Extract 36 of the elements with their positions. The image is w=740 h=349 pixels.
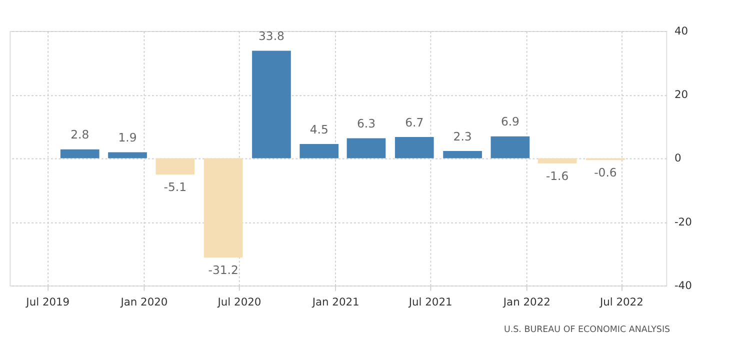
x-tick-label: Jul 2021 xyxy=(408,295,452,308)
bar xyxy=(490,136,530,158)
bar xyxy=(204,158,243,258)
x-tick-label: Jul 2022 xyxy=(598,295,644,308)
bar xyxy=(394,136,434,158)
data-label: 6.9 xyxy=(500,114,520,129)
data-label: -31.2 xyxy=(208,263,238,278)
data-label: 2.3 xyxy=(453,129,472,144)
y-tick-label: 40 xyxy=(674,24,688,38)
x-tick-label: Jul 2020 xyxy=(216,295,262,308)
bar xyxy=(252,50,291,158)
data-label: 2.8 xyxy=(70,128,90,142)
data-label: 1.9 xyxy=(118,130,137,145)
x-tick-label: Jan 2020 xyxy=(120,295,168,308)
data-label: 6.7 xyxy=(405,115,424,130)
data-label: -1.6 xyxy=(546,168,569,183)
data-label: -5.1 xyxy=(164,180,186,194)
bar xyxy=(60,149,100,158)
x-tick-label: Jul 2019 xyxy=(25,295,70,308)
y-tick-label: 0 xyxy=(674,152,682,165)
bar xyxy=(300,144,339,158)
bar xyxy=(538,158,577,164)
y-tick-label: -40 xyxy=(674,278,692,292)
y-tick-label: -20 xyxy=(674,215,692,228)
bar xyxy=(156,158,195,174)
y-tick-label: 20 xyxy=(674,88,688,102)
bar xyxy=(346,138,386,158)
data-label: 33.8 xyxy=(258,29,284,44)
bar xyxy=(443,150,482,158)
data-label: 6.3 xyxy=(356,116,376,131)
x-tick-label: Jan 2022 xyxy=(502,295,550,308)
data-label: 4.5 xyxy=(310,122,328,136)
text: U.S. BUREAU OF ECONOMIC ANALYSIS xyxy=(504,325,671,336)
x-tick-label: Jan 2021 xyxy=(311,295,360,308)
data-label: -0.6 xyxy=(594,166,617,180)
bar xyxy=(108,152,147,158)
